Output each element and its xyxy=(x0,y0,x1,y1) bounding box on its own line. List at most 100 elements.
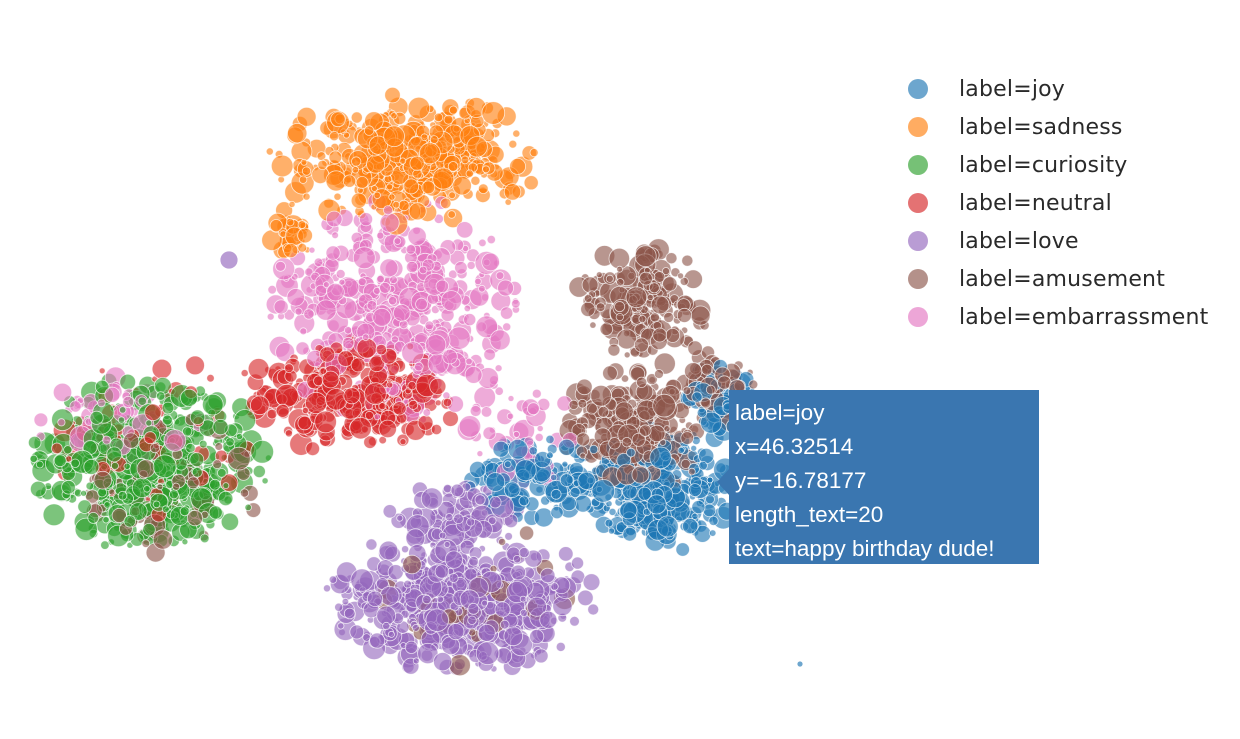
data-point-neutral[interactable] xyxy=(284,363,294,374)
data-point-curiosity[interactable] xyxy=(70,458,80,469)
data-point-embarrassment[interactable] xyxy=(326,283,345,302)
data-point-curiosity[interactable] xyxy=(168,489,179,500)
data-point-love[interactable] xyxy=(510,564,527,581)
data-point-embarrassment[interactable] xyxy=(401,341,425,365)
data-point-curiosity[interactable] xyxy=(252,464,266,478)
data-point-joy[interactable] xyxy=(705,494,715,505)
data-point-amusement[interactable] xyxy=(646,293,655,302)
data-point-joy[interactable] xyxy=(608,507,617,516)
data-point-love[interactable] xyxy=(539,610,558,629)
data-point-amusement[interactable] xyxy=(448,654,471,677)
data-point-sadness[interactable] xyxy=(418,142,441,165)
data-point-amusement[interactable] xyxy=(631,465,650,484)
data-point-joy[interactable] xyxy=(646,494,667,515)
data-point-curiosity[interactable] xyxy=(152,500,161,509)
data-point-embarrassment[interactable] xyxy=(422,408,431,417)
data-point-embarrassment[interactable] xyxy=(534,432,544,442)
data-point-sadness[interactable] xyxy=(350,111,363,124)
data-point-joy[interactable] xyxy=(796,660,804,668)
data-point-love[interactable] xyxy=(434,564,450,579)
data-point-amusement[interactable] xyxy=(748,379,759,390)
data-point-joy[interactable] xyxy=(518,495,530,507)
data-point-sadness[interactable] xyxy=(443,114,454,125)
data-point-love[interactable] xyxy=(396,514,404,522)
data-point-embarrassment[interactable] xyxy=(294,307,303,316)
data-point-curiosity[interactable] xyxy=(225,437,235,447)
data-point-sadness[interactable] xyxy=(523,175,539,191)
data-point-love[interactable] xyxy=(442,483,453,494)
data-point-love[interactable] xyxy=(448,573,459,584)
data-point-neutral[interactable] xyxy=(429,377,447,395)
data-point-love[interactable] xyxy=(571,556,585,570)
data-point-joy[interactable] xyxy=(589,444,599,454)
data-point-amusement[interactable] xyxy=(680,431,694,445)
data-point-sadness[interactable] xyxy=(265,147,274,156)
data-point-neutral[interactable] xyxy=(144,403,162,422)
data-point-embarrassment[interactable] xyxy=(338,278,346,286)
data-point-curiosity[interactable] xyxy=(77,499,92,514)
data-point-curiosity[interactable] xyxy=(142,523,156,537)
data-point-love[interactable] xyxy=(365,538,378,551)
data-point-sadness[interactable] xyxy=(373,191,381,199)
data-point-sadness[interactable] xyxy=(343,131,350,139)
data-point-amusement[interactable] xyxy=(214,442,224,451)
data-point-curiosity[interactable] xyxy=(103,501,111,509)
data-point-curiosity[interactable] xyxy=(179,506,190,517)
data-point-neutral[interactable] xyxy=(305,441,321,457)
data-point-sadness[interactable] xyxy=(277,175,285,184)
data-point-embarrassment[interactable] xyxy=(325,245,341,261)
data-point-neutral[interactable] xyxy=(249,395,270,416)
data-point-embarrassment[interactable] xyxy=(469,405,482,417)
data-point-embarrassment[interactable] xyxy=(379,212,400,233)
data-point-love[interactable] xyxy=(379,586,400,606)
data-point-sadness[interactable] xyxy=(287,123,308,144)
data-point-amusement[interactable] xyxy=(186,476,200,490)
data-point-embarrassment[interactable] xyxy=(102,435,112,445)
data-point-joy[interactable] xyxy=(569,486,581,498)
data-point-amusement[interactable] xyxy=(581,276,599,294)
data-point-neutral[interactable] xyxy=(337,350,355,367)
data-point-joy[interactable] xyxy=(558,438,576,456)
data-point-curiosity[interactable] xyxy=(145,419,153,427)
data-point-neutral[interactable] xyxy=(185,355,205,376)
data-point-joy[interactable] xyxy=(469,460,487,478)
data-point-love[interactable] xyxy=(552,595,573,617)
data-point-sadness[interactable] xyxy=(351,166,360,174)
data-point-amusement[interactable] xyxy=(602,365,618,382)
data-point-joy[interactable] xyxy=(708,515,719,526)
data-point-curiosity[interactable] xyxy=(180,388,199,407)
data-point-neutral[interactable] xyxy=(151,358,173,380)
data-point-neutral[interactable] xyxy=(98,367,106,375)
data-point-amusement[interactable] xyxy=(595,271,603,279)
data-point-amusement[interactable] xyxy=(682,386,692,395)
data-point-sadness[interactable] xyxy=(465,169,474,178)
data-point-sadness[interactable] xyxy=(429,135,439,145)
data-point-sadness[interactable] xyxy=(297,227,313,244)
data-point-neutral[interactable] xyxy=(321,370,340,389)
data-point-joy[interactable] xyxy=(604,518,614,528)
data-point-joy[interactable] xyxy=(591,479,616,503)
data-point-neutral[interactable] xyxy=(343,387,361,405)
data-point-joy[interactable] xyxy=(492,440,510,458)
data-point-embarrassment[interactable] xyxy=(405,260,419,274)
data-point-sadness[interactable] xyxy=(317,159,328,170)
data-point-embarrassment[interactable] xyxy=(506,412,514,420)
data-point-amusement[interactable] xyxy=(111,507,127,524)
data-point-amusement[interactable] xyxy=(172,482,181,491)
data-point-embarrassment[interactable] xyxy=(478,284,486,293)
data-point-amusement[interactable] xyxy=(152,529,173,550)
data-point-sadness[interactable] xyxy=(351,156,362,167)
data-point-curiosity[interactable] xyxy=(119,373,136,391)
data-point-amusement[interactable] xyxy=(519,525,535,541)
data-point-neutral[interactable] xyxy=(206,374,215,383)
data-point-embarrassment[interactable] xyxy=(379,258,399,278)
data-point-embarrassment[interactable] xyxy=(163,429,187,452)
data-point-embarrassment[interactable] xyxy=(382,205,393,216)
data-point-joy[interactable] xyxy=(698,461,708,471)
data-point-joy[interactable] xyxy=(649,446,672,470)
data-point-sadness[interactable] xyxy=(512,129,521,138)
data-point-embarrassment[interactable] xyxy=(463,313,477,327)
data-point-embarrassment[interactable] xyxy=(495,271,505,280)
data-point-joy[interactable] xyxy=(656,515,679,538)
data-point-sadness[interactable] xyxy=(508,139,518,149)
